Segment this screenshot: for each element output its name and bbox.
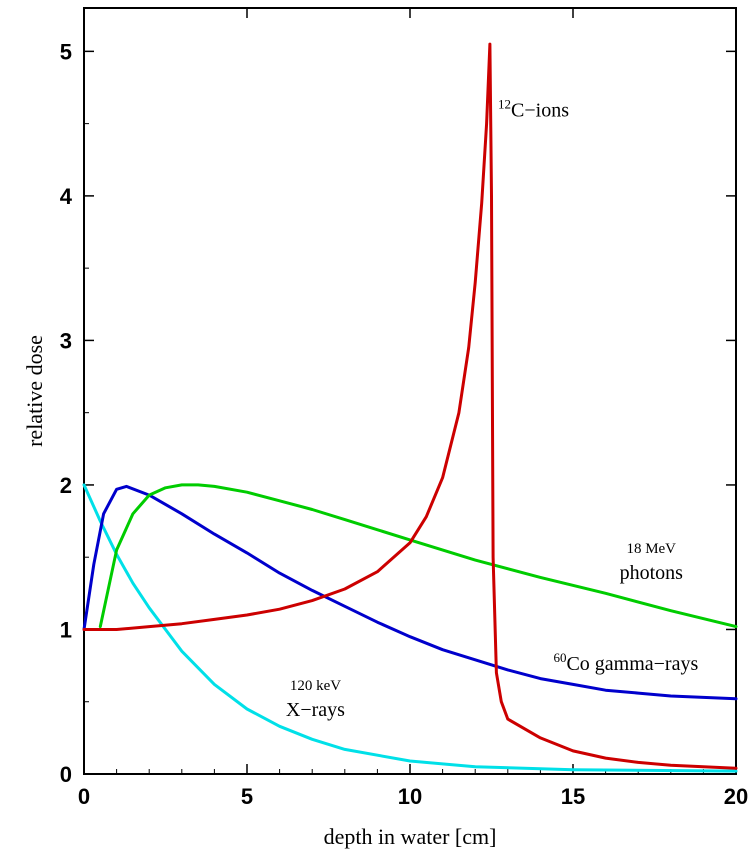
series-line-1 (82, 484, 738, 701)
y-tick-label: 5 (60, 39, 72, 64)
annotation-label-line2: X−rays (286, 699, 345, 721)
x-tick-label: 5 (241, 784, 253, 809)
y-axis-title: relative dose (22, 335, 47, 447)
series-line-0 (82, 483, 738, 773)
x-tick-label: 0 (78, 784, 90, 809)
x-tick-label: 15 (561, 784, 585, 809)
series-line-3 (82, 42, 738, 770)
y-tick-label: 1 (60, 617, 72, 642)
y-tick-label: 4 (60, 184, 73, 209)
annotation-label-line1: 18 MeV (626, 541, 676, 557)
y-tick-label: 0 (60, 762, 72, 787)
annotation-label: 60Co gamma−rays (553, 650, 698, 675)
series-group (82, 42, 738, 773)
y-tick-label: 3 (60, 328, 72, 353)
y-tick-label: 2 (60, 473, 72, 498)
x-axis-title: depth in water [cm] (324, 824, 497, 849)
ticks: 0 5 10 15 20 0 1 2 3 4 5 (60, 8, 748, 809)
x-tick-label: 10 (398, 784, 422, 809)
series-line-2 (98, 483, 738, 629)
annotation-label: 12C−ions (498, 96, 569, 121)
annotations: 12C−ions 18 MeV photons 60Co gamma−rays 120 … (286, 96, 699, 721)
x-tick-label: 20 (724, 784, 748, 809)
annotation-label-line1: 120 keV (290, 678, 341, 694)
annotation-label-line2: photons (620, 562, 684, 584)
